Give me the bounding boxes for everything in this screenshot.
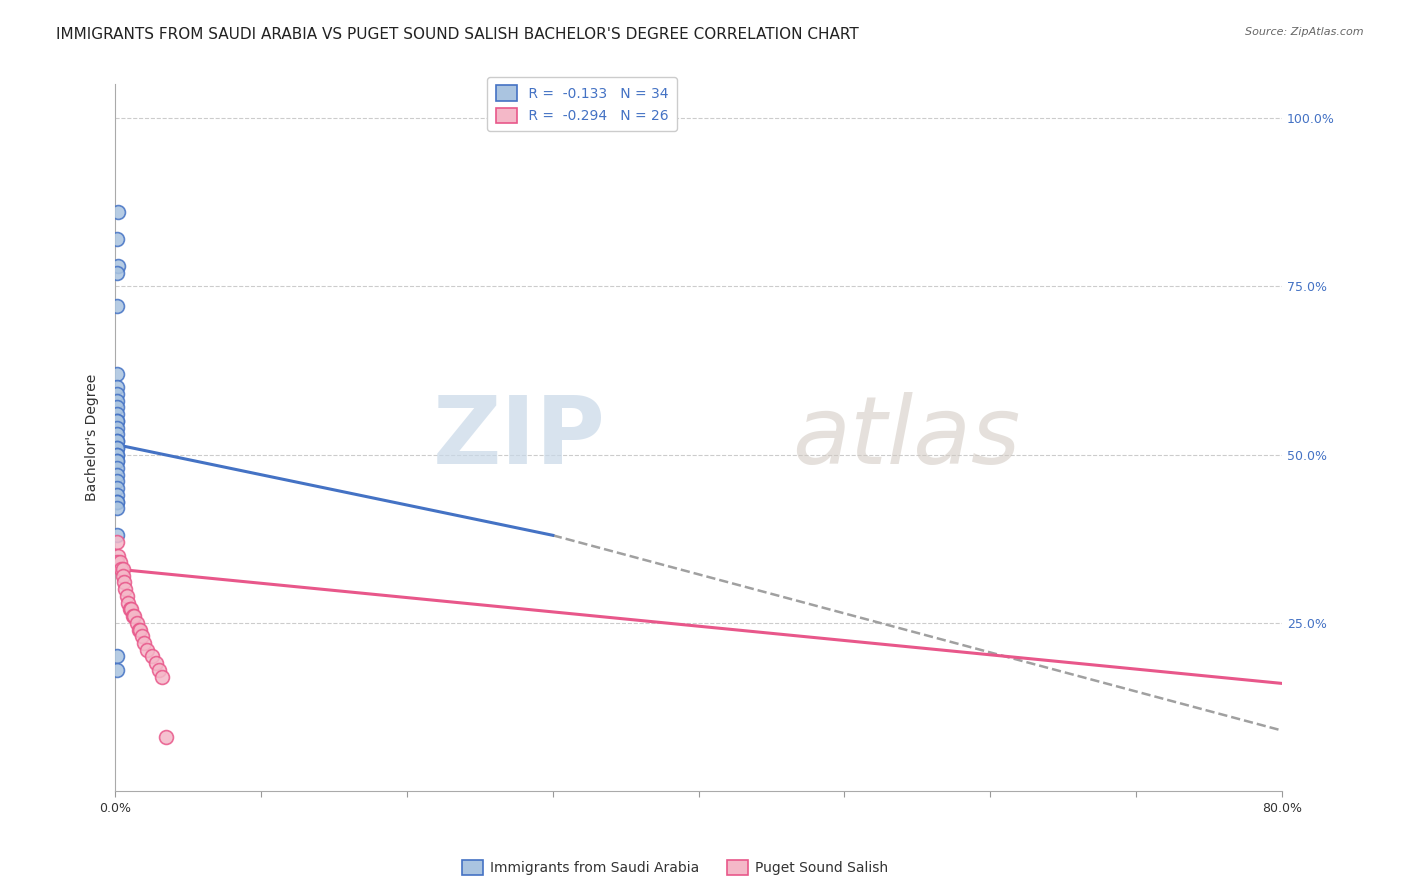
Point bbox=[107, 259, 129, 273]
Point bbox=[105, 481, 128, 495]
Point bbox=[105, 393, 128, 408]
Point bbox=[105, 501, 128, 516]
Point bbox=[105, 494, 128, 508]
Point bbox=[105, 434, 128, 448]
Point bbox=[105, 427, 128, 442]
Point bbox=[145, 657, 167, 671]
Point bbox=[105, 467, 128, 482]
Point bbox=[105, 401, 128, 415]
Point bbox=[105, 441, 128, 455]
Point bbox=[105, 448, 128, 462]
Point bbox=[105, 454, 128, 468]
Text: ZIP: ZIP bbox=[433, 392, 606, 483]
Point bbox=[122, 609, 145, 624]
Point bbox=[121, 609, 143, 624]
Point bbox=[105, 441, 128, 455]
Point bbox=[105, 555, 128, 569]
Point bbox=[105, 663, 128, 677]
Y-axis label: Bachelor's Degree: Bachelor's Degree bbox=[86, 374, 100, 501]
Point bbox=[105, 407, 128, 421]
Point bbox=[105, 414, 128, 428]
Point bbox=[120, 602, 142, 616]
Point bbox=[118, 602, 141, 616]
Point bbox=[105, 300, 128, 314]
Point bbox=[105, 528, 128, 542]
Point bbox=[105, 448, 128, 462]
Point bbox=[105, 494, 128, 508]
Point bbox=[108, 555, 131, 569]
Point bbox=[105, 414, 128, 428]
Point bbox=[105, 649, 128, 664]
Point bbox=[114, 582, 136, 597]
Point bbox=[107, 205, 129, 219]
Point bbox=[110, 562, 132, 576]
Point bbox=[134, 636, 156, 650]
Point bbox=[105, 434, 128, 448]
Point bbox=[129, 623, 152, 637]
Point bbox=[107, 549, 129, 563]
Point bbox=[115, 589, 138, 603]
Point bbox=[105, 380, 128, 394]
Point bbox=[111, 562, 134, 576]
Point bbox=[111, 568, 134, 582]
Legend:  R =  -0.133   N = 34,  R =  -0.294   N = 26: R = -0.133 N = 34, R = -0.294 N = 26 bbox=[488, 77, 676, 131]
Point bbox=[117, 596, 139, 610]
Point bbox=[128, 623, 150, 637]
Point bbox=[105, 367, 128, 381]
Point bbox=[148, 663, 170, 677]
Legend: Immigrants from Saudi Arabia, Puget Sound Salish: Immigrants from Saudi Arabia, Puget Soun… bbox=[457, 855, 893, 880]
Point bbox=[105, 461, 128, 475]
Point bbox=[141, 649, 163, 664]
Point bbox=[155, 731, 177, 745]
Point bbox=[105, 420, 128, 434]
Point bbox=[127, 615, 149, 630]
Text: IMMIGRANTS FROM SAUDI ARABIA VS PUGET SOUND SALISH BACHELOR'S DEGREE CORRELATION: IMMIGRANTS FROM SAUDI ARABIA VS PUGET SO… bbox=[56, 27, 859, 42]
Point bbox=[131, 629, 153, 643]
Point bbox=[105, 454, 128, 468]
Point bbox=[105, 266, 128, 280]
Text: Source: ZipAtlas.com: Source: ZipAtlas.com bbox=[1246, 27, 1364, 37]
Point bbox=[105, 387, 128, 401]
Point bbox=[112, 575, 135, 590]
Point bbox=[150, 670, 173, 684]
Text: atlas: atlas bbox=[792, 392, 1021, 483]
Point bbox=[136, 642, 159, 657]
Point bbox=[105, 475, 128, 489]
Point bbox=[105, 488, 128, 502]
Point bbox=[105, 232, 128, 246]
Point bbox=[105, 535, 128, 549]
